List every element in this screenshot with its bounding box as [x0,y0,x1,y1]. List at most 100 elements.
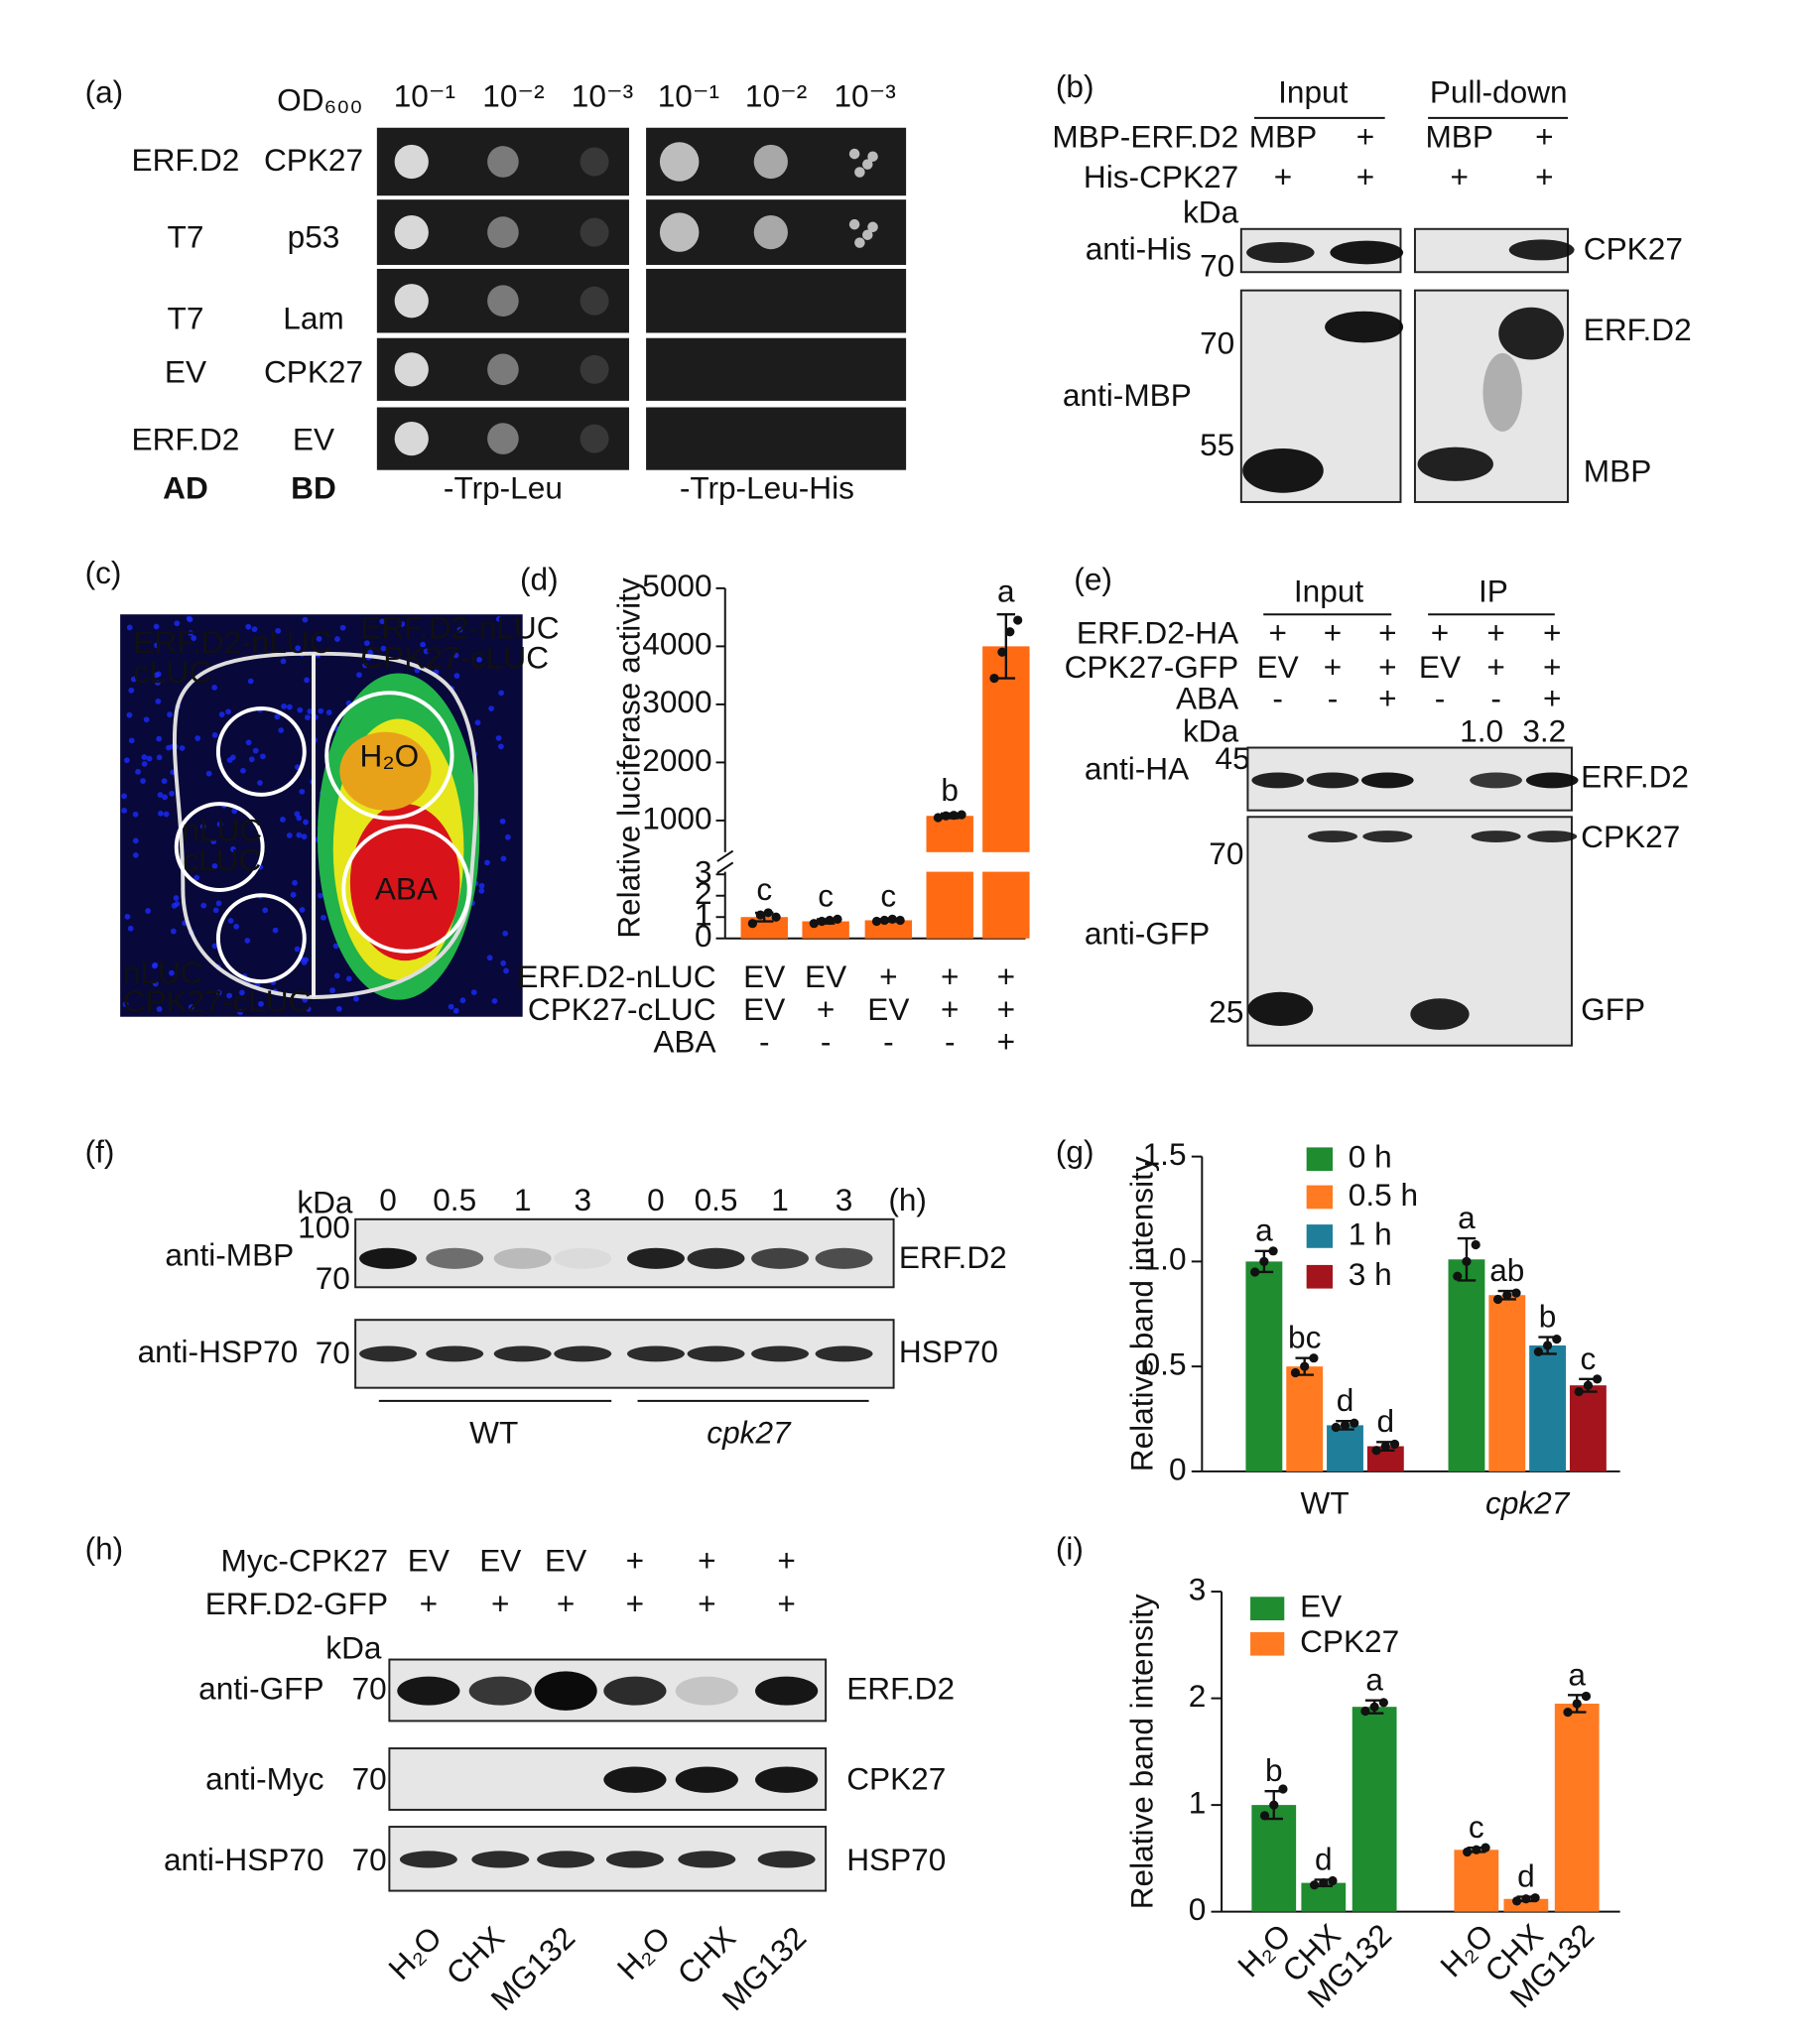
band [757,1851,816,1868]
cell: + [777,1542,795,1578]
noise [141,754,148,760]
band [554,1345,612,1362]
noise [456,626,463,633]
cell: + [626,1586,644,1621]
marker: 70 [1200,324,1234,360]
data-point [1472,1845,1481,1854]
cell: + [1324,649,1342,685]
noise [367,649,374,656]
noise [275,627,282,634]
noise [258,1000,264,1007]
legend-swatch [1250,1631,1285,1656]
noise [486,955,493,961]
noise [452,1007,459,1014]
cell: + [1356,159,1374,194]
cell: + [1486,649,1504,685]
noise [399,621,406,627]
group: Pull-down [1430,74,1568,110]
data-point [941,811,951,821]
band [627,1247,685,1269]
ad-construct: EV [165,353,206,389]
header: OD₆₀₀ [277,81,362,117]
significance-letter: ab [1489,1252,1524,1288]
noise [334,636,340,642]
band [1470,772,1522,789]
data-point [763,908,773,918]
noise [211,731,218,738]
bd-construct: p53 [288,219,340,255]
band [678,1851,736,1868]
band [603,1766,667,1793]
antibody: anti-HSP70 [164,1842,324,1877]
data-point [809,919,819,929]
noise [296,831,303,838]
band [397,1676,460,1706]
time: 1 [514,1182,532,1217]
panel-label: (c) [85,555,122,590]
noise [245,623,252,630]
noise [146,755,153,762]
data-point [895,915,905,926]
noise [503,967,509,974]
band [1307,830,1358,842]
band [687,1345,745,1362]
cell: + [1268,615,1286,651]
significance-letter: d [1517,1858,1535,1894]
noise [226,992,233,999]
cell: + [1543,649,1561,685]
significance-letter: a [1458,1200,1476,1235]
data-point [1574,1386,1584,1397]
band [537,1851,595,1868]
data-point [1481,1843,1490,1852]
data-point [871,916,882,927]
cell: MBP [1425,118,1492,154]
bar [1448,1259,1485,1471]
noise [295,645,302,652]
noise [128,737,135,744]
noise [211,862,218,869]
noise [307,708,314,714]
noise [303,819,309,826]
plate [644,336,908,403]
legend-label: 0 h [1349,1139,1392,1175]
cell: + [491,1586,509,1621]
band [1242,447,1324,493]
noise [278,727,285,733]
noise [245,739,252,746]
noise [286,703,293,710]
noise [459,997,466,1004]
colony [862,229,873,240]
data-point [1453,1271,1463,1281]
band [755,1676,819,1706]
band [1508,239,1575,261]
band [493,1247,552,1269]
band [359,1247,418,1269]
data-point [1369,1702,1379,1712]
cell: + [1356,118,1374,154]
noise [156,754,163,761]
data-point [1563,1707,1573,1718]
cell: - [1272,680,1283,715]
band [675,1676,738,1706]
cell: MBP [1249,118,1317,154]
legend-swatch [1306,1224,1333,1248]
noise [157,792,164,798]
noise [247,678,254,685]
data-point [1300,1361,1310,1371]
noise [333,972,340,979]
noise [321,914,326,921]
band-name: HSP70 [899,1334,998,1369]
noise [299,788,306,795]
condition-cell: + [941,958,959,994]
colony [487,146,519,178]
noise [240,767,246,774]
dilution: 10⁻² [482,77,544,113]
bd-construct: Lam [283,300,343,335]
condition-cell: - [759,1024,770,1060]
y-tick-label: 1.0 [1143,1241,1187,1277]
noise [205,770,212,777]
y-tick-label: 3 [1189,1571,1207,1606]
noise [163,811,170,818]
colony [580,147,609,177]
